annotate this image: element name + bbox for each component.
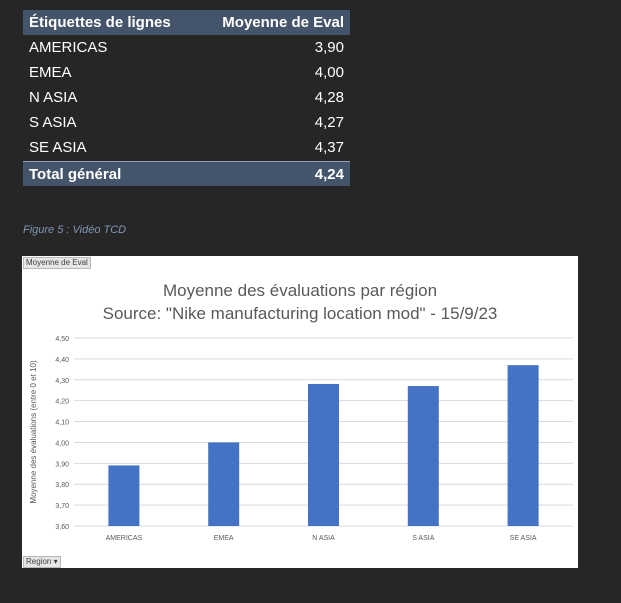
bar xyxy=(208,442,240,526)
x-tick-label: SE ASIA xyxy=(510,535,537,542)
value-field-button[interactable]: Moyenne de Eval xyxy=(23,257,91,269)
bar xyxy=(407,386,439,526)
pivot-row-value: 4,00 xyxy=(314,64,344,81)
x-tick-label: N ASIA xyxy=(312,535,335,542)
pivot-chart[interactable]: Moyenne de Eval Moyenne des évaluations … xyxy=(22,256,578,568)
pivot-header-row: Étiquettes de lignes Moyenne de Eval xyxy=(23,10,350,35)
pivot-row-label: AMERICAS xyxy=(29,39,108,56)
y-tick-label: 3,60 xyxy=(55,524,69,531)
pivot-row-value: 4,27 xyxy=(314,114,344,131)
y-tick-label: 3,80 xyxy=(55,482,69,489)
chart-subtitle: Source: "Nike manufacturing location mod… xyxy=(102,304,498,323)
pivot-row[interactable]: S ASIA 4,27 xyxy=(23,110,350,135)
pivot-row-label: SE ASIA xyxy=(29,139,87,156)
x-tick-label: AMERICAS xyxy=(106,535,143,542)
y-tick-label: 3,70 xyxy=(55,503,69,510)
y-tick-label: 4,30 xyxy=(55,378,69,385)
x-tick-label: EMEA xyxy=(214,535,234,542)
y-tick-label: 4,00 xyxy=(55,440,69,447)
pivot-row-label: S ASIA xyxy=(29,114,77,131)
chart-title: Moyenne des évaluations par région xyxy=(162,281,438,300)
pivot-row-value: 3,90 xyxy=(314,39,344,56)
pivot-total-label: Total général xyxy=(29,165,122,183)
y-tick-label: 4,20 xyxy=(55,399,69,406)
y-tick-label: 4,10 xyxy=(55,420,69,427)
y-tick-label: 4,40 xyxy=(55,357,69,364)
bar xyxy=(308,383,339,526)
pivot-row[interactable]: AMERICAS 3,90 xyxy=(23,35,350,60)
x-tick-label: S ASIA xyxy=(412,535,435,542)
pivot-row-value: 4,37 xyxy=(314,139,344,156)
y-tick-label: 3,90 xyxy=(55,461,69,468)
figure-caption: Figure 5 : Vidéo TCD xyxy=(23,224,127,236)
pivot-row[interactable]: EMEA 4,00 xyxy=(23,60,350,85)
pivot-row[interactable]: N ASIA 4,28 xyxy=(23,85,350,110)
pivot-total-row[interactable]: Total général 4,24 xyxy=(23,161,350,186)
y-tick-label: 4,50 xyxy=(55,336,69,343)
pivot-header-labels[interactable]: Étiquettes de lignes xyxy=(29,14,171,31)
pivot-table: Étiquettes de lignes Moyenne de Eval AME… xyxy=(23,10,350,186)
pivot-row-label: N ASIA xyxy=(29,89,78,106)
chart-plot-area: 3,60 3,70 3,80 3,90 4,00 4,10 4,20 4,30 4,40 4,50… xyxy=(29,336,573,542)
region-field-button[interactable]: Region ▾ xyxy=(23,556,61,568)
y-axis-title: Moyenne des évaluations (entre 0 et 10) xyxy=(29,360,38,504)
pivot-row-label: EMEA xyxy=(29,64,72,81)
pivot-row-value: 4,28 xyxy=(314,89,344,106)
pivot-row[interactable]: SE ASIA 4,37 xyxy=(23,135,350,160)
bar xyxy=(108,465,140,526)
bar xyxy=(507,365,539,526)
pivot-header-values[interactable]: Moyenne de Eval xyxy=(222,14,344,31)
pivot-total-value: 4,24 xyxy=(314,165,344,183)
